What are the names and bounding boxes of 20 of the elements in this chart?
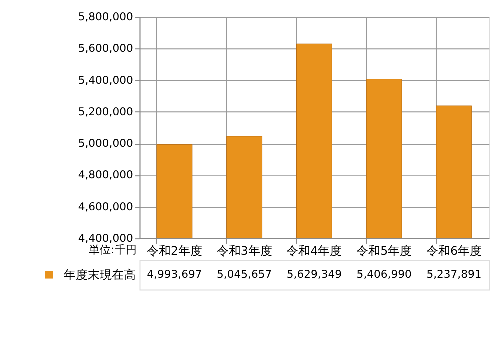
x-tick-label: 令和6年度 xyxy=(426,244,482,258)
y-tick-label: 5,600,000 xyxy=(78,42,134,56)
y-tick-label: 5,800,000 xyxy=(78,10,134,24)
y-tick-label: 4,800,000 xyxy=(78,168,134,182)
data-label: 4,993,697 xyxy=(147,268,202,281)
data-label: 5,406,990 xyxy=(356,268,412,281)
x-tick-label: 令和5年度 xyxy=(356,244,412,258)
x-tick-label: 令和3年度 xyxy=(216,244,272,258)
y-tick-label: 4,600,000 xyxy=(78,200,134,214)
text: 単位:千円 xyxy=(89,243,137,256)
y-tick-label: 5,000,000 xyxy=(78,137,134,150)
data-label: 5,045,657 xyxy=(217,268,272,281)
x-tick-label: 令和2年度 xyxy=(146,244,202,258)
x-tick-label: 令和4年度 xyxy=(286,244,342,258)
y-tick-label: 5,400,000 xyxy=(78,74,134,87)
y-tick-label: 5,200,000 xyxy=(78,105,134,118)
data-label: 5,629,349 xyxy=(286,268,342,281)
y-tick-label: 4,400,000 xyxy=(78,232,134,246)
legend-label: 年度末現在高 xyxy=(64,268,136,282)
data-label: 5,237,891 xyxy=(426,268,482,281)
